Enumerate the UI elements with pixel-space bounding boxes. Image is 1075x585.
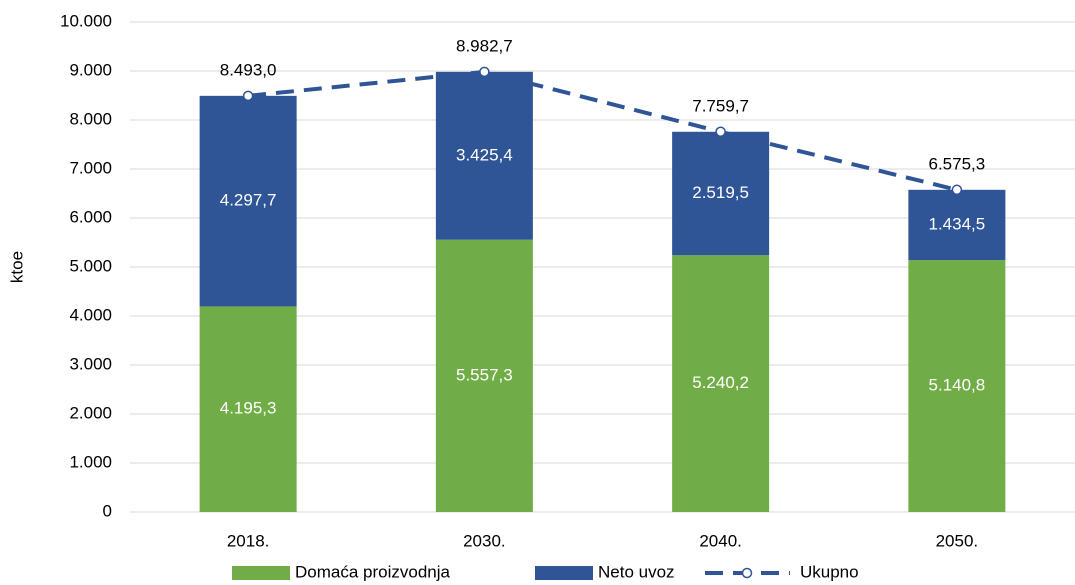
data-label: 8.493,0 (220, 60, 277, 79)
data-label: 6.575,3 (929, 154, 986, 173)
legend-swatch (741, 567, 753, 579)
legend-label: Neto uvoz (598, 562, 675, 581)
y-axis-label: ktoe (7, 251, 26, 283)
y-tick-label: 5.000 (69, 256, 112, 275)
data-label: 5.240,2 (692, 373, 749, 392)
bar-segment (672, 131, 770, 256)
bar-segment (435, 71, 533, 240)
line-marker (479, 66, 490, 78)
y-tick-label: 4.000 (69, 305, 112, 324)
legend-label: Domaća proizvodnja (295, 562, 451, 581)
y-tick-label: 9.000 (69, 60, 112, 79)
data-label: 4.195,3 (220, 399, 277, 418)
line-marker (715, 126, 726, 138)
bar-segment (199, 306, 297, 512)
data-label: 5.140,8 (929, 376, 986, 395)
bar-segment (672, 255, 770, 512)
y-tick-label: 10.000 (60, 11, 112, 30)
data-label: 5.557,3 (456, 365, 513, 384)
x-tick-label: 2040. (699, 531, 742, 550)
y-tick-label: 2.000 (69, 403, 112, 422)
legend-swatch (535, 566, 593, 580)
bar-segment (199, 95, 297, 307)
y-tick-label: 8.000 (69, 109, 112, 128)
x-tick-label: 2018. (227, 531, 270, 550)
y-tick-label: 3.000 (69, 354, 112, 373)
bar-segment (908, 260, 1006, 512)
line-marker (242, 90, 254, 102)
data-label: 2.519,5 (692, 183, 749, 202)
legend-label: Ukupno (800, 562, 859, 581)
data-label: 1.434,5 (929, 214, 986, 233)
line-marker (951, 184, 963, 196)
bar-segment (435, 239, 533, 512)
data-label: 7.759,7 (692, 96, 749, 115)
data-label: 4.297,7 (220, 191, 277, 210)
y-tick-label: 6.000 (69, 207, 112, 226)
line (247, 69, 958, 192)
legend-swatch (232, 566, 290, 580)
bar-segment (908, 189, 1006, 261)
data-label: 8.982,7 (456, 36, 513, 55)
x-tick-label: 2050. (936, 531, 979, 550)
y-tick-label: 1.000 (69, 452, 112, 471)
data-label: 3.425,4 (456, 145, 513, 164)
y-tick-label: 0 (103, 501, 112, 520)
x-tick-label: 2030. (463, 531, 506, 550)
y-tick-label: 7.000 (69, 158, 112, 177)
